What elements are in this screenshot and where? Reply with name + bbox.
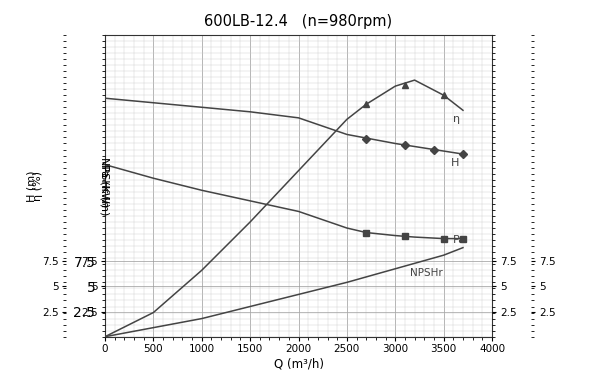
Y-axis label: η (%): η (%) xyxy=(32,171,43,201)
Y-axis label: Pa (KW): Pa (KW) xyxy=(100,164,109,207)
Text: Pa: Pa xyxy=(454,235,466,245)
Text: η: η xyxy=(454,114,460,124)
X-axis label: Q (m³/h): Q (m³/h) xyxy=(274,358,323,371)
Y-axis label: NPSHr (m): NPSHr (m) xyxy=(100,157,109,215)
Y-axis label: H (m): H (m) xyxy=(27,170,37,202)
Text: NPSHr: NPSHr xyxy=(410,268,443,278)
Title: 600LB-12.4   (n=980rpm): 600LB-12.4 (n=980rpm) xyxy=(205,14,392,29)
Text: H: H xyxy=(451,158,460,168)
